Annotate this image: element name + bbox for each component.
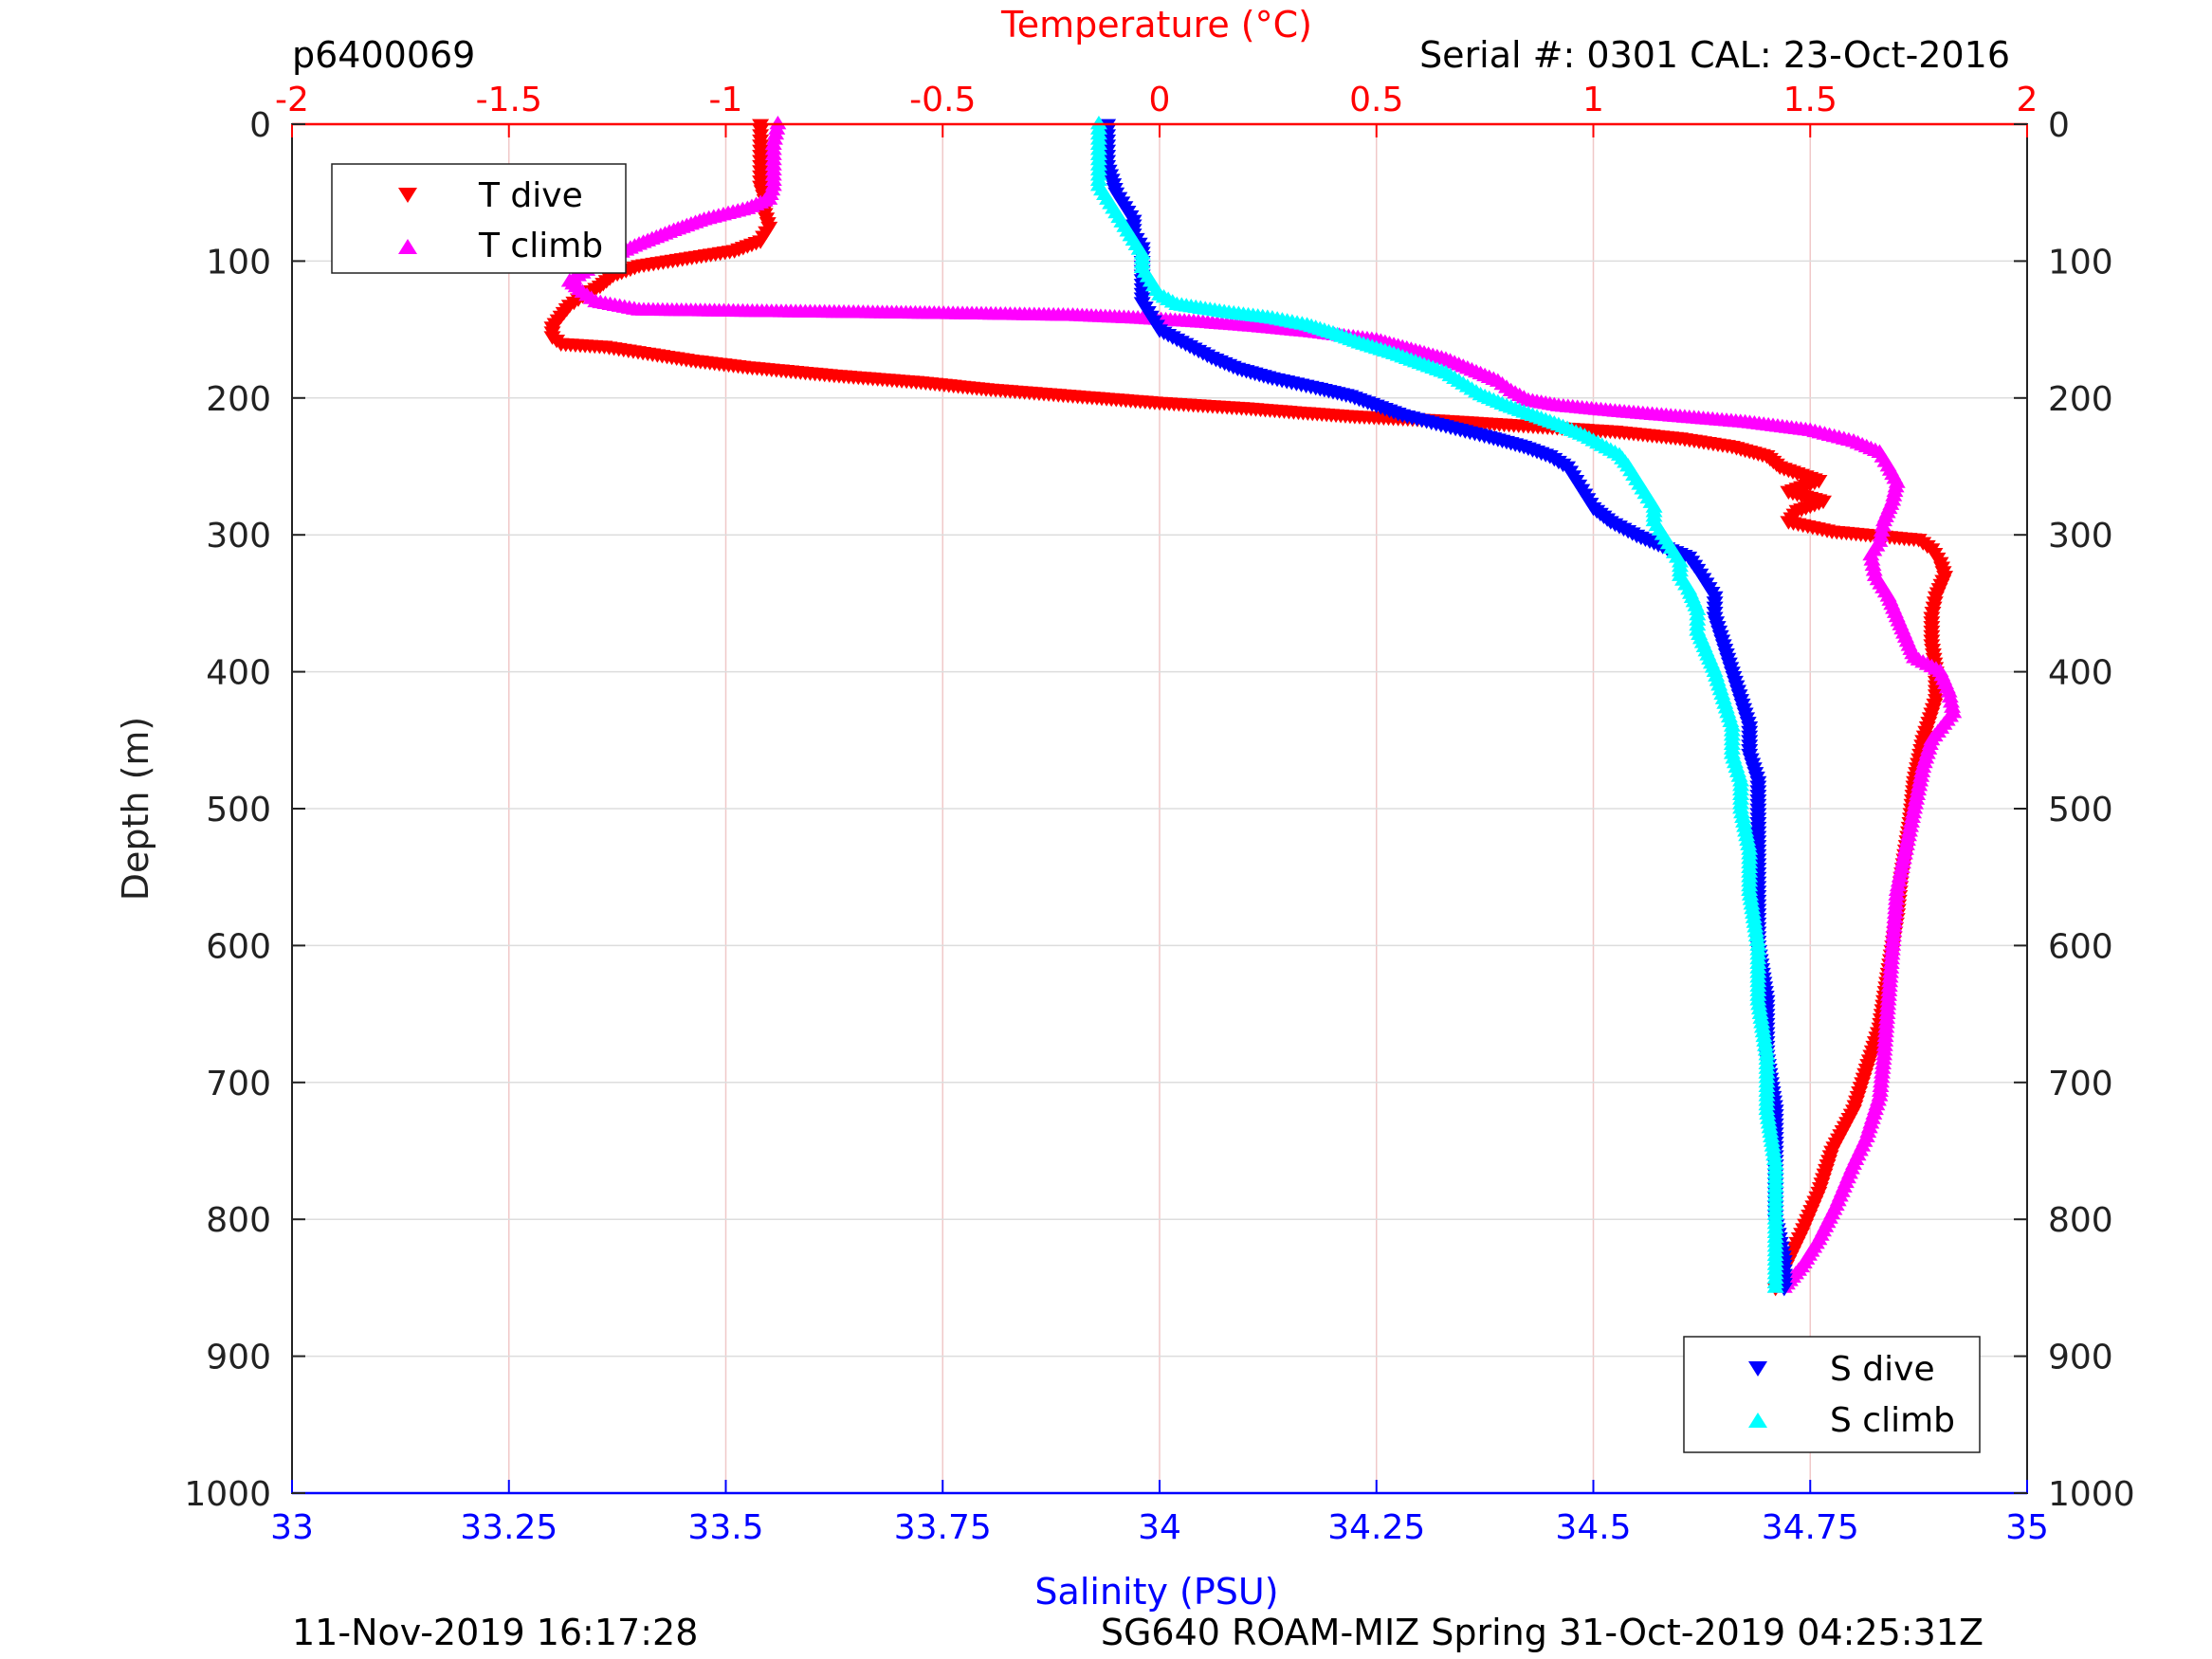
- legend-salinity-box: [1683, 1336, 1981, 1453]
- depth-tick-label-left: 500: [206, 791, 271, 830]
- depth-tick-label-right: 700: [2048, 1065, 2113, 1103]
- sal-tick-label: 34.75: [1762, 1508, 1859, 1547]
- series-s-climb: [1089, 116, 1784, 1293]
- sal-tick-label: 33: [270, 1508, 314, 1547]
- mission-info: SG640 ROAM-MIZ Spring 31-Oct-2019 04:25:…: [1101, 1612, 1983, 1653]
- depth-tick-label-right: 900: [2048, 1339, 2113, 1377]
- temp-tick-label: -2: [275, 81, 309, 119]
- depth-tick-label-left: 200: [206, 380, 271, 419]
- depth-tick-label-right: 0: [2048, 106, 2070, 145]
- temp-tick-label: -1: [709, 81, 743, 119]
- temp-tick-label: -1.5: [476, 81, 542, 119]
- depth-tick-label-right: 1000: [2048, 1475, 2135, 1514]
- sal-tick-label: 34.5: [1555, 1508, 1631, 1547]
- temp-tick-label: 2: [2017, 81, 2038, 119]
- sal-tick-label: 33.25: [460, 1508, 558, 1547]
- temp-tick-label: 1.5: [1783, 81, 1837, 119]
- salinity-axis-label: Salinity (PSU): [1034, 1571, 1278, 1613]
- sal-tick-label: 33.75: [894, 1508, 992, 1547]
- depth-tick-label-left: 400: [206, 654, 271, 693]
- temp-tick-label: 0: [1149, 81, 1171, 119]
- depth-tick-label-right: 200: [2048, 380, 2113, 419]
- temp-tick-label: 0.5: [1349, 81, 1403, 119]
- legend-t-dive-marker: [398, 188, 417, 203]
- depth-tick-label-left: 900: [206, 1339, 271, 1377]
- legend-s-climb-label: S climb: [1830, 1401, 1955, 1440]
- series-t-climb: [560, 116, 1963, 1293]
- serial-calibration: Serial #: 0301 CAL: 23-Oct-2016: [1419, 34, 2010, 76]
- temp-tick-label: -0.5: [909, 81, 976, 119]
- legend-salinity: S dive S climb: [1683, 1336, 1981, 1453]
- data-series: [543, 116, 1963, 1297]
- depth-tick-label-left: 0: [249, 106, 271, 145]
- depth-tick-label-right: 600: [2048, 927, 2113, 966]
- axes: -2 -1.5 -1 -0.5 0 0.5 1 1.5 2 33 33.25 33.5 33.75 34 3…: [184, 81, 2134, 1547]
- temp-tick-label: 1: [1582, 81, 1604, 119]
- temperature-axis-label: Temperature (°C): [1000, 4, 1312, 46]
- depth-tick-label-left: 1000: [184, 1475, 271, 1514]
- dive-id: p6400069: [292, 34, 475, 76]
- depth-axis-label: Depth (m): [115, 717, 156, 902]
- plot-timestamp: 11-Nov-2019 16:17:28: [292, 1612, 698, 1653]
- legend-s-climb-marker: [1748, 1413, 1767, 1428]
- depth-tick-label-left: 100: [206, 243, 271, 282]
- legend-s-dive-label: S dive: [1830, 1350, 1935, 1389]
- depth-tick-label-right: 100: [2048, 243, 2113, 282]
- sal-tick-label: 34.25: [1327, 1508, 1425, 1547]
- sal-tick-label: 35: [2005, 1508, 2049, 1547]
- legend-s-dive-marker: [1748, 1361, 1767, 1376]
- depth-tick-label-left: 800: [206, 1201, 271, 1240]
- sal-tick-label: 33.5: [687, 1508, 763, 1547]
- depth-tick-label-right: 500: [2048, 791, 2113, 830]
- depth-tick-label-left: 600: [206, 927, 271, 966]
- depth-tick-label-left: 300: [206, 517, 271, 556]
- legend-t-climb-label: T climb: [478, 227, 603, 265]
- legend-t-climb-marker: [398, 239, 417, 254]
- sal-tick-label: 34: [1138, 1508, 1181, 1547]
- legend-temperature-box: [331, 163, 627, 274]
- legend-temperature: T dive T climb: [331, 163, 627, 274]
- legend-t-dive-label: T dive: [478, 176, 583, 215]
- depth-tick-label-right: 300: [2048, 517, 2113, 556]
- depth-tick-label-right: 800: [2048, 1201, 2113, 1240]
- data-point: [1766, 1279, 1784, 1293]
- depth-tick-label-left: 700: [206, 1065, 271, 1103]
- depth-tick-label-right: 400: [2048, 654, 2113, 693]
